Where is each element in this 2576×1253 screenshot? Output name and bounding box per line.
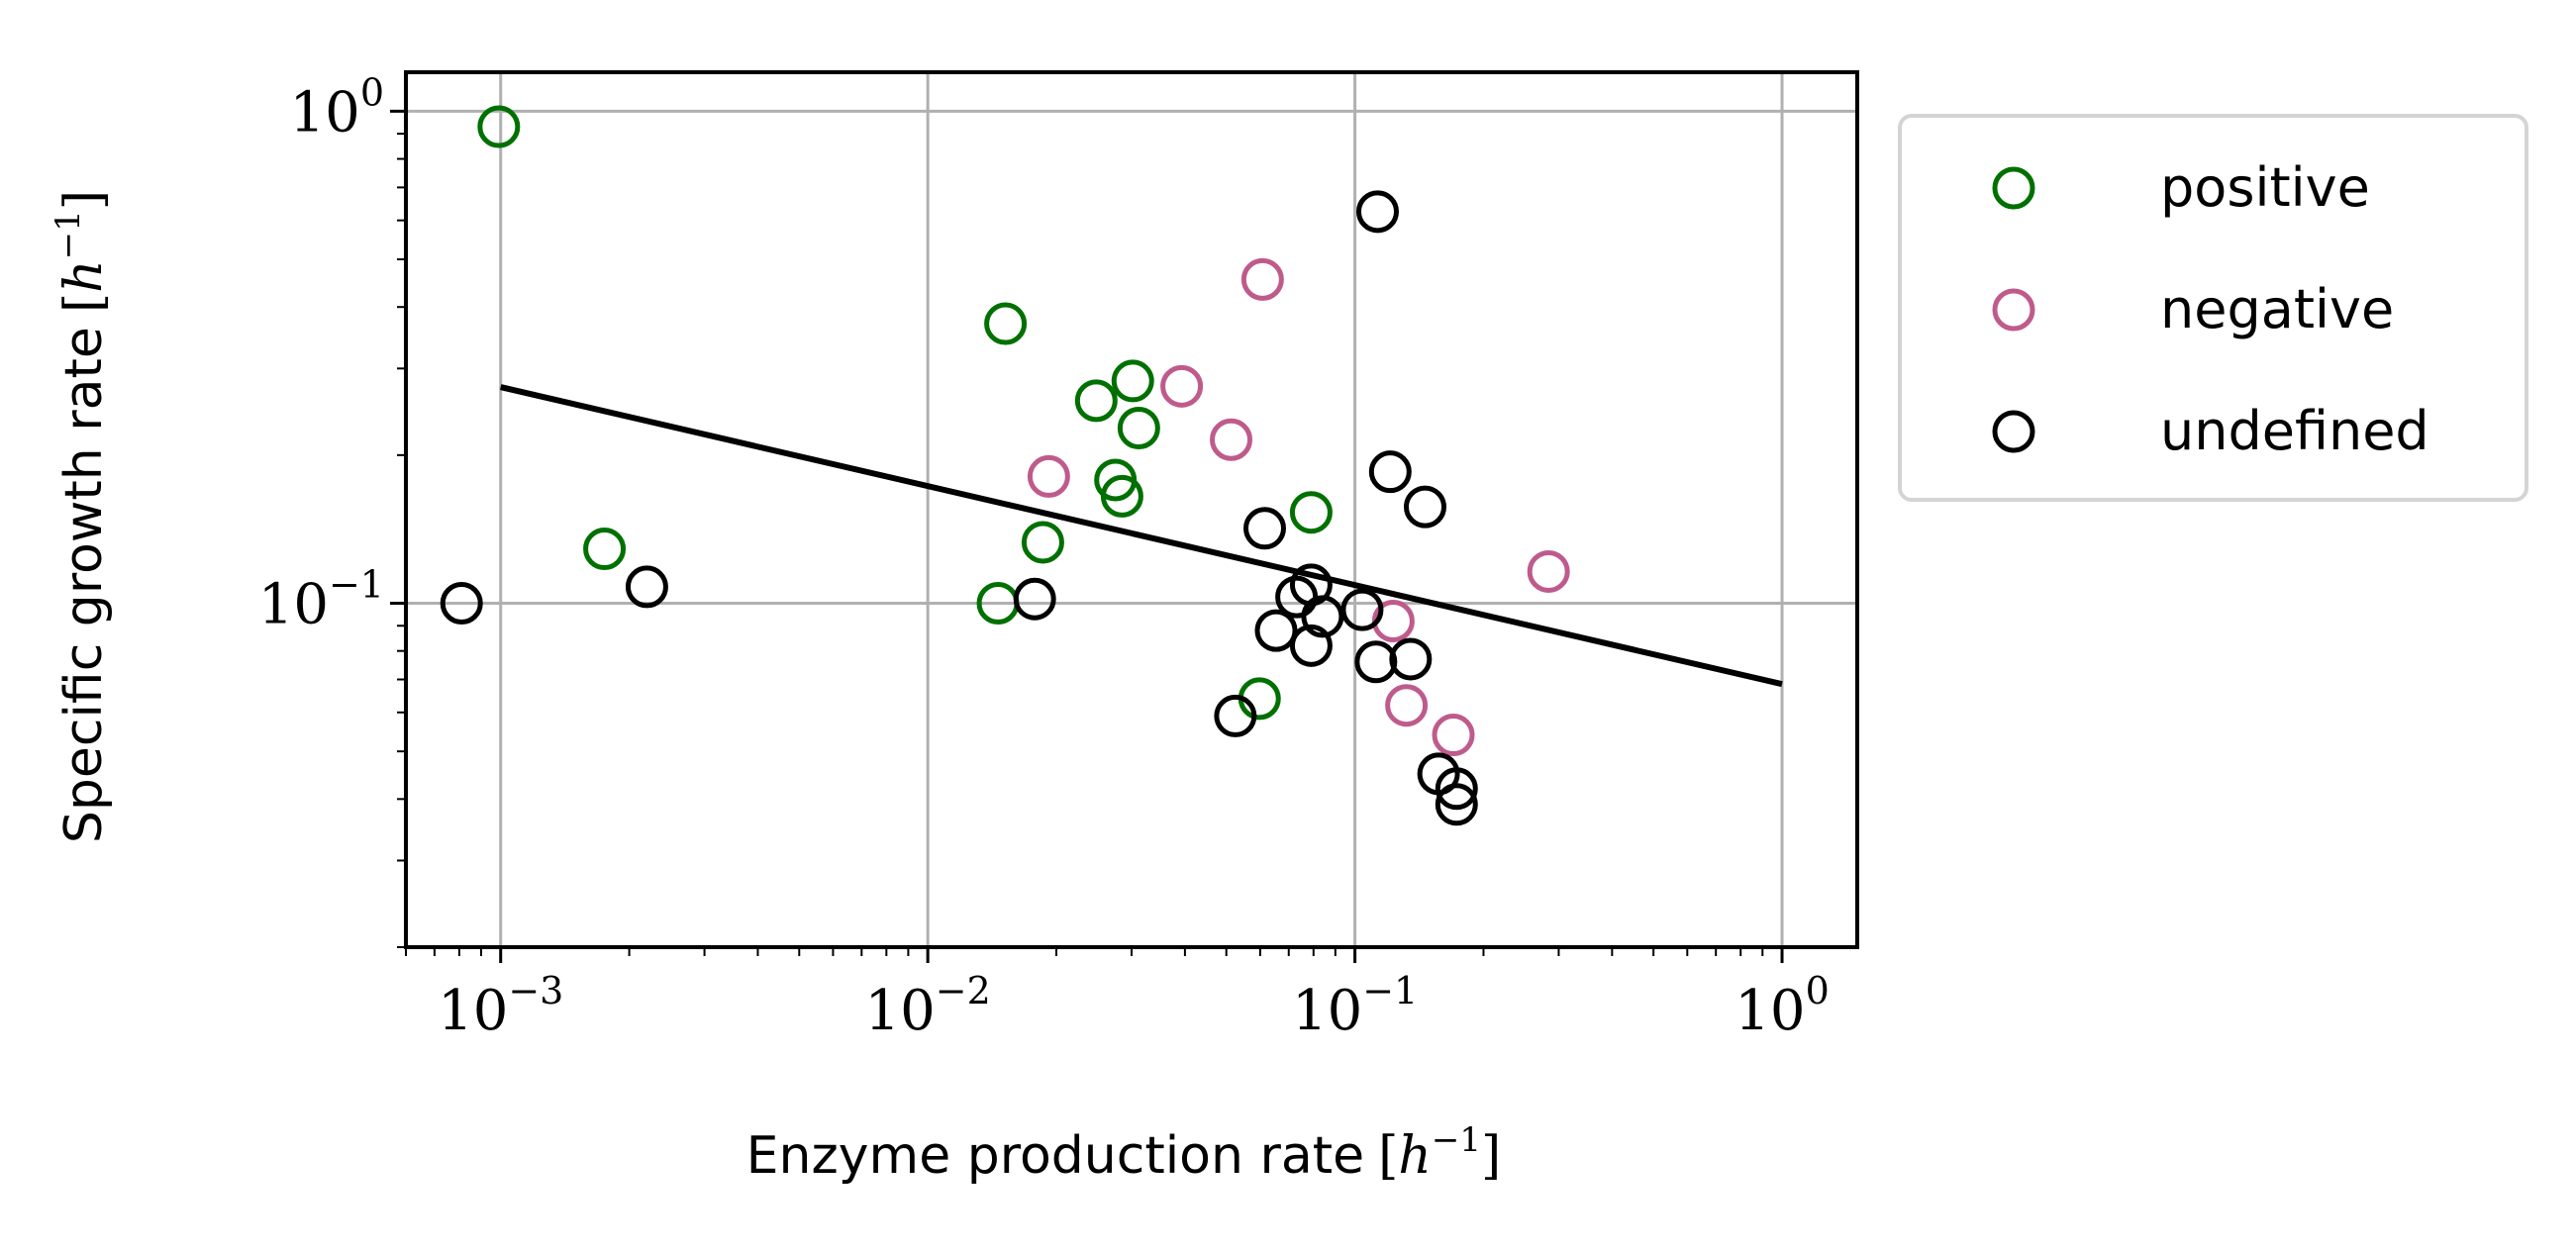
legend-box [1898,114,2528,502]
x-tick-label: 10−3 [438,969,563,1043]
data-point-negative [1385,684,1429,727]
legend-marker-positive [1992,166,2035,210]
data-point-negative [1527,549,1570,593]
data-point-undefined [1254,609,1298,652]
data-point-undefined [1301,595,1344,638]
y-tick-label: 100 [290,70,384,145]
x-axis-label: Enzyme production rate [h−1] [746,1120,1502,1186]
x-tick-label: 10−1 [1292,969,1418,1043]
data-point-undefined [1214,694,1257,737]
x-axis-ticks: 10−3 10−2 10−1 100 [405,947,1830,1043]
x-axis-unit-base: h [1398,1126,1432,1186]
data-point-positive [984,302,1028,345]
data-point-undefined [1243,507,1287,550]
data-point-undefined [1435,767,1478,811]
data-point-undefined [1340,588,1384,631]
legend-label-negative: negative [2160,278,2394,340]
fit-line [500,384,1783,688]
data-point-undefined [1289,624,1333,667]
data-point-negative [1160,364,1204,408]
legend-label-undefined: undefined [2160,400,2429,462]
data-point-undefined [1389,637,1433,681]
data-point-undefined [1013,577,1056,621]
data-point-undefined [440,582,483,626]
data-point-positive [1100,474,1143,518]
data-point-negative [1432,714,1475,757]
data-point-negative [1027,454,1070,498]
data-point-positive [583,528,627,571]
y-axis-label: Specific growth rate[h−1] [49,190,114,843]
data-point-undefined [1355,190,1399,234]
fit-line-group [500,384,1783,688]
data-point-negative [1240,257,1284,301]
data-point-undefined [1368,450,1412,494]
legend: positive negative undefined [1898,114,2528,502]
x-axis-unit-exp: −1 [1432,1120,1481,1160]
legend-label-positive: positive [2160,156,2370,219]
y-tick-label: 10−1 [258,563,384,637]
x-tick-label: 10−2 [865,969,991,1043]
y-axis-unit-exp: −1 [49,210,88,259]
data-point-negative [1210,418,1253,461]
y-axis-ticks: 10−1 100 [258,70,406,948]
data-point-positive [1021,521,1064,564]
y-axis-label-text: Specific growth rate [54,327,114,843]
y-axis-unit-base: h [54,259,114,293]
data-point-positive [1117,407,1160,450]
legend-marker-undefined [1992,410,2035,453]
data-point-positive [1289,491,1333,534]
data-point-positive [477,105,521,148]
x-axis-label-text: Enzyme production rate [746,1126,1364,1186]
data-point-positive [1111,359,1154,403]
data-point-positive [1074,379,1118,423]
x-tick-label: 100 [1734,969,1829,1043]
data-point-undefined [1403,485,1446,529]
data-point-undefined [625,565,668,609]
data-points [440,105,1570,826]
data-point-undefined [1354,640,1398,684]
data-point-undefined [1435,783,1478,826]
legend-marker-negative [1992,288,2035,332]
